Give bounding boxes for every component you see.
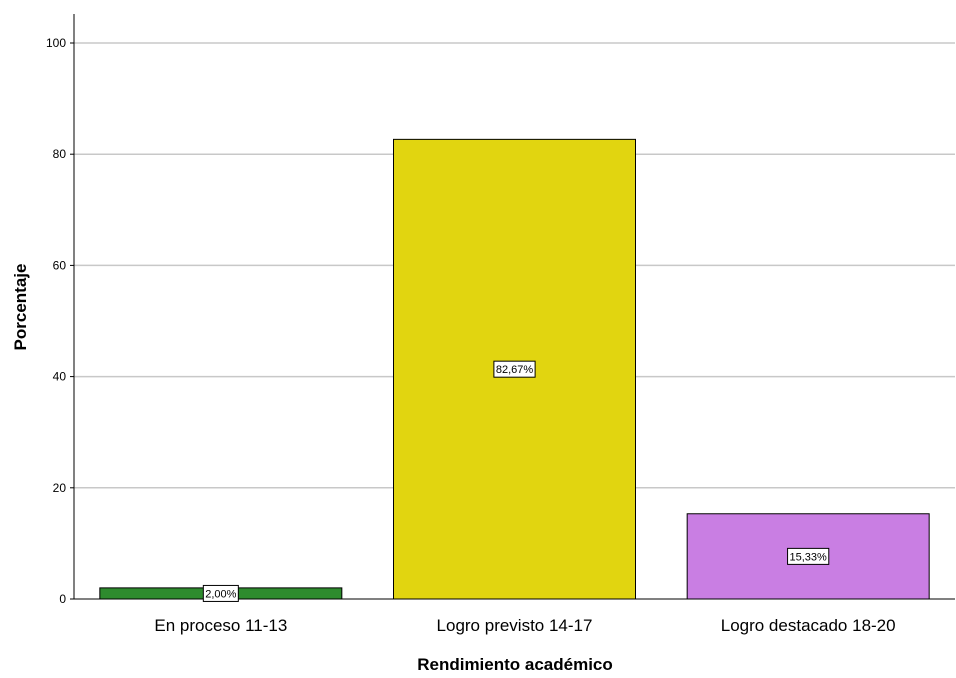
data-label: 15,33% bbox=[790, 551, 828, 563]
data-label-box bbox=[787, 547, 830, 565]
data-label: 82,67% bbox=[496, 364, 534, 376]
data-label: 2,00% bbox=[205, 588, 236, 600]
x-category-label: Logro previsto 14-17 bbox=[437, 616, 593, 635]
y-axis-title: Porcentaje bbox=[11, 264, 30, 351]
x-category-label: Logro destacado 18-20 bbox=[721, 616, 896, 635]
data-label-box bbox=[202, 584, 239, 602]
y-tick-label: 0 bbox=[59, 592, 66, 606]
y-tick-label: 80 bbox=[53, 147, 67, 161]
y-tick-label: 40 bbox=[53, 370, 67, 384]
y-axis-ticks: 0 20 40 60 80 100 bbox=[46, 36, 74, 606]
y-tick-label: 20 bbox=[53, 481, 67, 495]
y-tick-label: 60 bbox=[53, 258, 67, 272]
x-category-label: En proceso 11-13 bbox=[154, 616, 287, 635]
x-axis-categories: En proceso 11-13 Logro previsto 14-17 Logr… bbox=[154, 616, 895, 635]
y-tick-label: 100 bbox=[46, 36, 66, 50]
data-labels: 2,00% 82,67% 15,33% bbox=[202, 360, 830, 602]
data-label-box bbox=[493, 360, 536, 378]
x-axis-title: Rendimiento académico bbox=[417, 655, 613, 674]
